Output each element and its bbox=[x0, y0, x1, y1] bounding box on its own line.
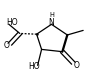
Text: O: O bbox=[73, 61, 79, 70]
Text: H: H bbox=[49, 12, 54, 18]
Text: HO: HO bbox=[28, 62, 40, 71]
Text: HO: HO bbox=[6, 18, 18, 27]
Text: N: N bbox=[49, 18, 54, 27]
Text: O: O bbox=[4, 41, 10, 50]
